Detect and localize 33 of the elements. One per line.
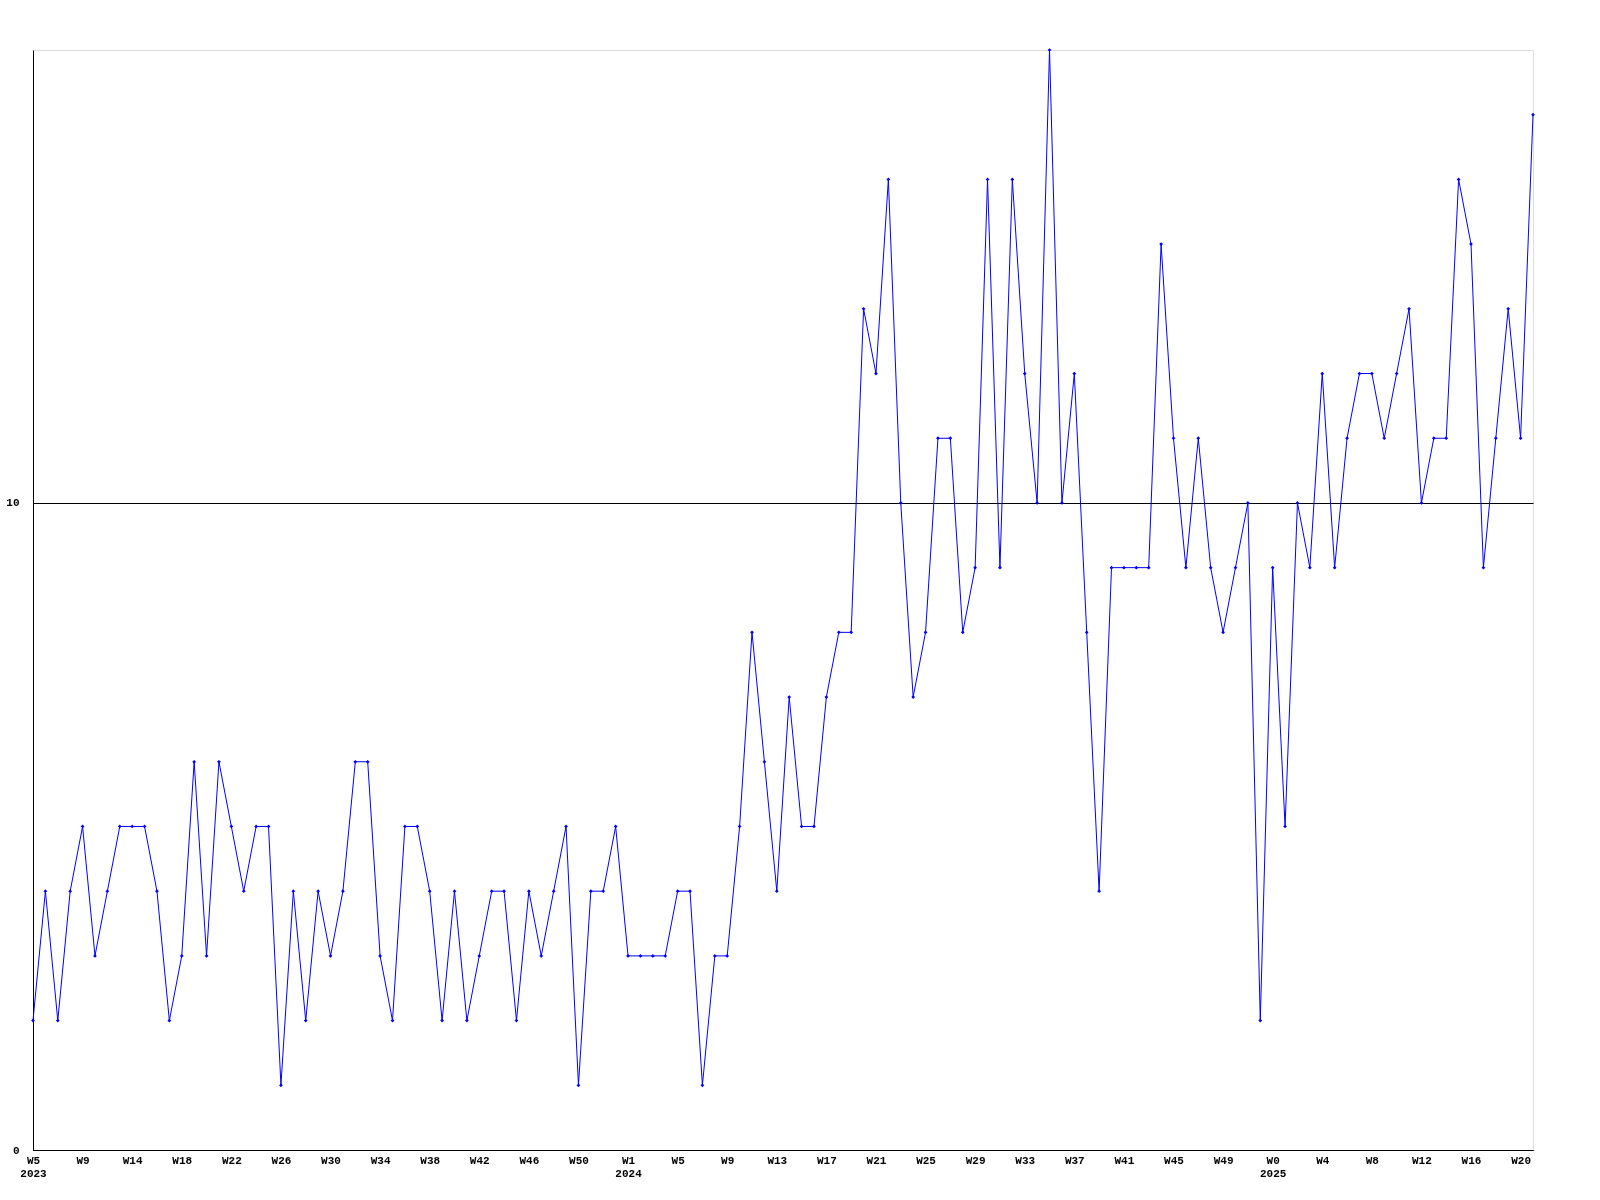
x-tick-label: W5	[671, 1154, 686, 1167]
x-tick-label: W14	[122, 1154, 143, 1167]
x-tick-label: W16	[1461, 1154, 1482, 1167]
x-tick-label: W9	[76, 1154, 90, 1167]
x-tick-label: W29	[965, 1154, 986, 1167]
x-tick-label: W25	[916, 1154, 937, 1167]
y-tick-label: 0	[12, 1144, 20, 1157]
x-tick-label: W8	[1365, 1154, 1380, 1167]
x-tick-label: W20	[1511, 1154, 1532, 1167]
x-tick-label: W42	[469, 1154, 490, 1167]
x-tick-label: W1 2024	[615, 1154, 643, 1180]
x-tick-label: W30	[321, 1154, 341, 1167]
x-tick-label: W50	[569, 1154, 589, 1167]
x-tick-label: W33	[1015, 1154, 1036, 1167]
x-tick-label: W49	[1213, 1154, 1234, 1167]
x-tick-label: W22	[221, 1154, 242, 1167]
x-tick-label: W18	[172, 1154, 193, 1167]
x-tick-label: W4	[1316, 1154, 1330, 1167]
x-tick-label: W38	[420, 1154, 441, 1167]
x-tick-label: W13	[767, 1154, 788, 1167]
y-tick-label: 10	[6, 497, 20, 510]
x-tick-label: W5 2023	[20, 1154, 48, 1180]
x-tick-label: W12	[1412, 1154, 1432, 1167]
x-tick-label: W34	[370, 1154, 391, 1167]
x-tick-label: W46	[519, 1154, 540, 1167]
x-tick-label: W21	[866, 1154, 887, 1167]
x-tick-label: W41	[1114, 1154, 1135, 1167]
x-tick-label: W26	[271, 1154, 292, 1167]
x-tick-label: W17	[816, 1154, 837, 1167]
x-tick-label: W9	[721, 1154, 735, 1167]
x-tick-label: W0 2025	[1259, 1154, 1287, 1180]
x-tick-label: W37	[1064, 1154, 1085, 1167]
x-tick-label: W45	[1164, 1154, 1185, 1167]
